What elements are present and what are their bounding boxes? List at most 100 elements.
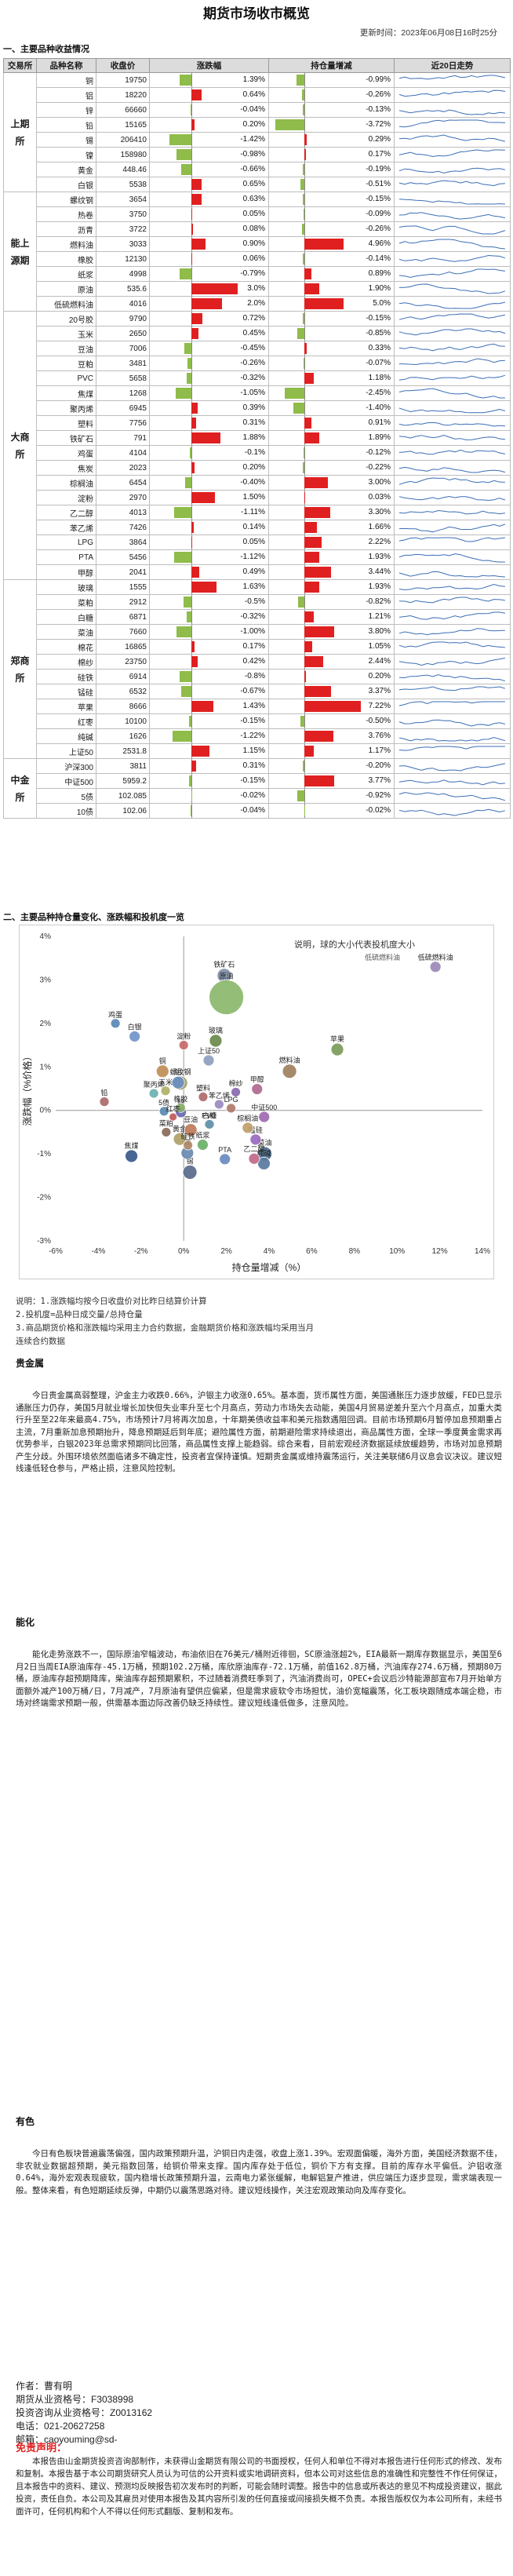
x-tick-label: 6% bbox=[306, 1247, 318, 1256]
table-row: 中金所 沪深300 3811 0.31% -0.20% bbox=[3, 758, 511, 819]
close-price: 7006 bbox=[96, 341, 150, 356]
change-cell-value: -1.11% bbox=[241, 508, 265, 516]
change-cell-bar bbox=[173, 731, 192, 742]
bubble-label: 纯碱 bbox=[256, 1148, 271, 1157]
table-row: 黄金 448.46 -0.66% -0.19% bbox=[4, 162, 511, 177]
oi-change-cell-value: 4.96% bbox=[368, 239, 391, 248]
change-cell: 1.15% bbox=[149, 743, 269, 759]
oi-change-cell: 0.33% bbox=[268, 341, 395, 356]
change-cell-value: 0.05% bbox=[242, 210, 265, 218]
trend-sparkline bbox=[394, 490, 511, 505]
close-price: 8666 bbox=[96, 699, 150, 714]
close-price: 535.6 bbox=[96, 281, 150, 297]
bubble-label: 甲醇 bbox=[250, 1075, 264, 1084]
oi-change-cell-bar bbox=[303, 104, 304, 115]
oi-change-cell: -0.85% bbox=[268, 326, 395, 341]
close-price: 5959.2 bbox=[96, 773, 150, 789]
zero-line bbox=[191, 103, 193, 117]
oi-change-cell-bar bbox=[302, 224, 304, 235]
table-row: 大商所 20号胶 9790 0.72% -0.15% bbox=[3, 311, 511, 580]
oi-change-cell-bar bbox=[304, 134, 307, 145]
oi-change-cell: 5.0% bbox=[268, 296, 395, 312]
change-cell-bar bbox=[174, 552, 192, 563]
author-advisor-license: 投资咨询从业资格号：Z0013162 bbox=[16, 2407, 153, 2418]
bubble-point bbox=[213, 1099, 224, 1110]
trend-sparkline bbox=[394, 87, 511, 103]
change-cell: 0.06% bbox=[149, 251, 269, 267]
oi-change-cell-bar bbox=[304, 418, 311, 429]
oi-change-cell: 7.22% bbox=[268, 699, 395, 714]
table-row: 苯乙烯 7426 0.14% 1.66% bbox=[4, 520, 511, 535]
oi-change-cell-value: -0.20% bbox=[366, 761, 391, 770]
exchange-cell: 郑商所 bbox=[3, 579, 37, 759]
change-cell-value: -0.40% bbox=[240, 478, 265, 487]
product-name: 上证50 bbox=[36, 743, 96, 759]
change-cell-bar bbox=[191, 313, 203, 324]
product-name: 铁矿石 bbox=[36, 430, 96, 446]
change-cell: -1.22% bbox=[149, 728, 269, 744]
zero-line bbox=[191, 446, 193, 460]
trend-sparkline bbox=[394, 743, 511, 759]
trend-sparkline bbox=[394, 639, 511, 655]
change-cell-value: -0.66% bbox=[240, 165, 265, 173]
product-name: 纯碱 bbox=[36, 728, 96, 744]
product-name: 苯乙烯 bbox=[36, 520, 96, 535]
change-cell-bar bbox=[184, 343, 192, 354]
zero-line bbox=[191, 356, 193, 370]
table-row: 红枣 10100 -0.15% -0.50% bbox=[4, 713, 511, 729]
bubble-point bbox=[209, 1034, 223, 1048]
change-cell-bar bbox=[191, 567, 199, 578]
change-cell-value: -1.05% bbox=[240, 389, 265, 397]
trend-sparkline bbox=[394, 758, 511, 774]
change-cell-value: 0.64% bbox=[242, 90, 265, 99]
product-name: 镍 bbox=[36, 147, 96, 162]
table-row: PTA 5456 -1.12% 1.93% bbox=[4, 549, 511, 565]
author-email[interactable]: 邮箱：caoyouming@sd- bbox=[16, 2434, 118, 2445]
x-tick-label: 14% bbox=[475, 1247, 490, 1256]
change-cell-bar bbox=[174, 507, 192, 518]
change-cell: -0.04% bbox=[149, 102, 269, 118]
bubble-label: 锡 bbox=[187, 1157, 194, 1165]
bubble-point bbox=[184, 1123, 198, 1137]
sparkline-path bbox=[398, 149, 505, 158]
trend-sparkline bbox=[394, 266, 511, 282]
x-tick-label: 12% bbox=[432, 1247, 448, 1256]
sparkline-path bbox=[398, 199, 505, 205]
change-cell-bar bbox=[191, 761, 197, 772]
table-row: 橡胶 12130 0.06% -0.14% bbox=[4, 251, 511, 267]
oi-change-cell: -0.20% bbox=[268, 758, 395, 774]
change-cell: -0.40% bbox=[149, 475, 269, 491]
change-cell: 1.88% bbox=[149, 430, 269, 446]
bubble-label: 铝 bbox=[175, 1067, 182, 1076]
change-cell: 0.65% bbox=[149, 177, 269, 192]
close-price: 19750 bbox=[96, 72, 150, 88]
bubble-point bbox=[282, 1064, 297, 1079]
author-license: 期货从业资格号：F3038998 bbox=[16, 2394, 134, 2405]
bubble-label: 塑料 bbox=[196, 1084, 210, 1093]
change-cell-value: 3.0% bbox=[247, 284, 265, 293]
change-cell-value: 0.14% bbox=[242, 523, 265, 531]
col-exchange: 交易所 bbox=[3, 58, 37, 73]
bubble-label: 低硫燃料油 bbox=[418, 953, 453, 961]
bubble-label: 淀粉 bbox=[176, 1032, 191, 1041]
change-cell-value: 0.20% bbox=[242, 463, 265, 472]
oi-change-cell: 0.89% bbox=[268, 266, 395, 282]
close-price: 158980 bbox=[96, 147, 150, 162]
oi-change-cell-value: 2.44% bbox=[368, 657, 391, 666]
change-cell-bar bbox=[189, 716, 192, 727]
legend-note: 说明，球的大小代表投机度大小 bbox=[294, 939, 415, 950]
oi-change-cell: -1.40% bbox=[268, 400, 395, 416]
oi-change-cell-bar bbox=[304, 686, 331, 697]
product-name: 铜 bbox=[36, 72, 96, 88]
section-2-heading: 二、主要品种持仓量变化、涨跌幅和投机度一览 bbox=[3, 913, 184, 922]
close-price: 3864 bbox=[96, 535, 150, 550]
y-tick-label: -3% bbox=[37, 1237, 51, 1246]
oi-change-cell-value: -0.26% bbox=[366, 224, 391, 233]
close-price: 206410 bbox=[96, 132, 150, 148]
oi-change-cell: 2.44% bbox=[268, 654, 395, 670]
product-name: 沥青 bbox=[36, 221, 96, 237]
quote-table: 交易所 品种名称 收盘价 涨跌幅 持仓量增减 近20日走势 上期所铜 19750 1… bbox=[3, 58, 511, 819]
zero-line bbox=[304, 595, 305, 609]
sparkline-path bbox=[398, 254, 506, 262]
oi-change-cell-bar bbox=[304, 149, 306, 160]
